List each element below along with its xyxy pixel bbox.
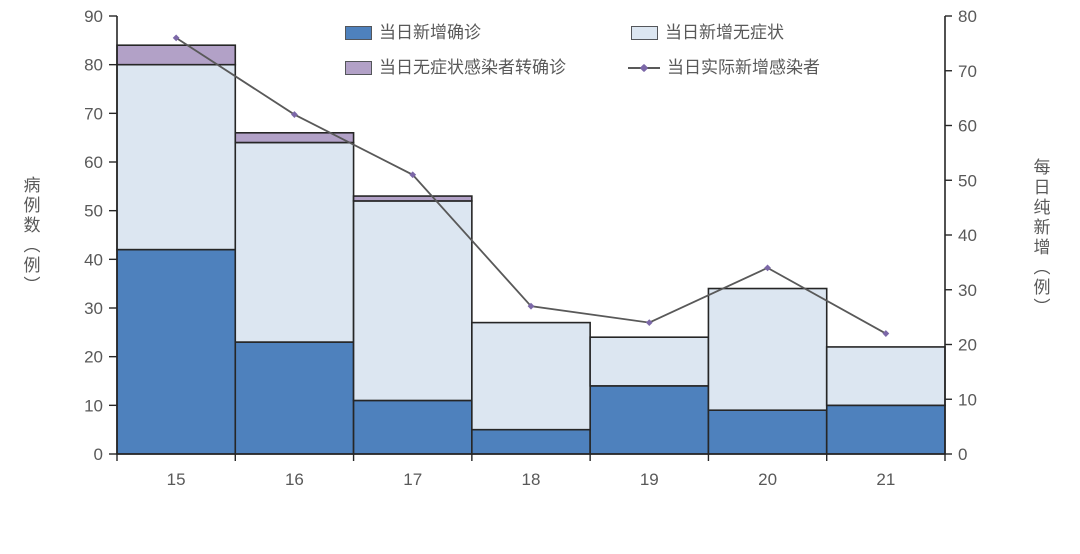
confirmed-swatch-icon [345,25,372,40]
svg-text:60: 60 [84,153,103,172]
converted-swatch-icon [345,60,372,75]
legend-item-converted: 当日无症状感染者转确诊 [345,59,566,76]
legend-label: 当日新增无症状 [665,23,784,42]
legend-item-confirmed: 当日新增确诊 [345,24,481,41]
svg-text:40: 40 [84,250,103,269]
svg-text:10: 10 [958,390,977,409]
asymptomatic-swatch-icon [631,25,658,40]
svg-text:60: 60 [958,117,977,136]
svg-text:17: 17 [403,470,422,489]
svg-text:10: 10 [84,396,103,415]
legend-label: 当日无症状感染者转确诊 [379,58,566,77]
legend-item-actual-new: 当日实际新增感染者 [628,59,820,76]
svg-text:30: 30 [958,281,977,300]
svg-text:40: 40 [958,226,977,245]
svg-text:80: 80 [958,7,977,26]
svg-text:20: 20 [758,470,777,489]
svg-text:18: 18 [522,470,541,489]
svg-text:19: 19 [640,470,659,489]
svg-text:30: 30 [84,299,103,318]
svg-text:21: 21 [876,470,895,489]
svg-text:80: 80 [84,56,103,75]
svg-text:70: 70 [958,62,977,81]
right-axis-title: 每日纯新增（例） [1030,158,1050,318]
svg-text:20: 20 [84,348,103,367]
svg-text:0: 0 [94,445,103,464]
svg-text:90: 90 [84,7,103,26]
line-marker-icon [628,63,660,73]
svg-text:50: 50 [958,171,977,190]
legend-label: 当日新增确诊 [379,23,481,42]
legend-label: 当日实际新增感染者 [667,58,820,77]
legend-item-asymptomatic: 当日新增无症状 [631,24,784,41]
svg-text:15: 15 [167,470,186,489]
svg-text:50: 50 [84,202,103,221]
svg-text:16: 16 [285,470,304,489]
svg-text:70: 70 [84,104,103,123]
left-axis-title: 病例数（例） [20,176,40,296]
svg-text:0: 0 [958,445,967,464]
svg-text:20: 20 [958,336,977,355]
